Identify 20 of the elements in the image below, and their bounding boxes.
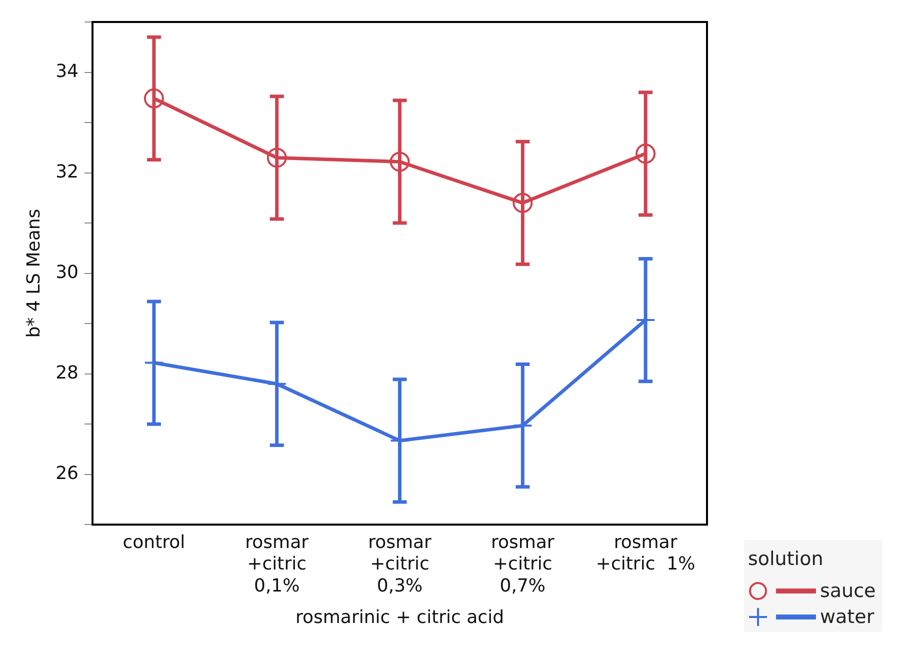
legend-title: solution: [748, 548, 824, 570]
x-tick-label: rosmar +citric 1%: [596, 532, 696, 575]
y-tick-label: 34: [56, 60, 79, 82]
point: [144, 88, 164, 108]
point: [390, 152, 410, 172]
y-tick-label: 28: [56, 362, 79, 384]
y-tick-label: 26: [56, 463, 79, 484]
y-axis-title: b* 4 LS Means: [23, 208, 44, 338]
point: [266, 148, 287, 168]
x-tick-label: rosmar +citric 0,1%: [245, 532, 310, 596]
x-tick-label: control: [122, 532, 186, 554]
legend-label: sauce: [820, 580, 876, 602]
x-tick-label: rosmar +citric 0,7%: [490, 532, 555, 596]
point: [512, 192, 533, 213]
x-axis-title: rosmarinic + citric acid: [295, 606, 504, 628]
legend-label: water: [820, 606, 874, 628]
y-tick-label: 30: [56, 262, 79, 283]
x-tick-label: rosmar +citric 0,3%: [368, 532, 432, 596]
point: [636, 144, 656, 164]
y-tick-label: 32: [56, 161, 79, 182]
